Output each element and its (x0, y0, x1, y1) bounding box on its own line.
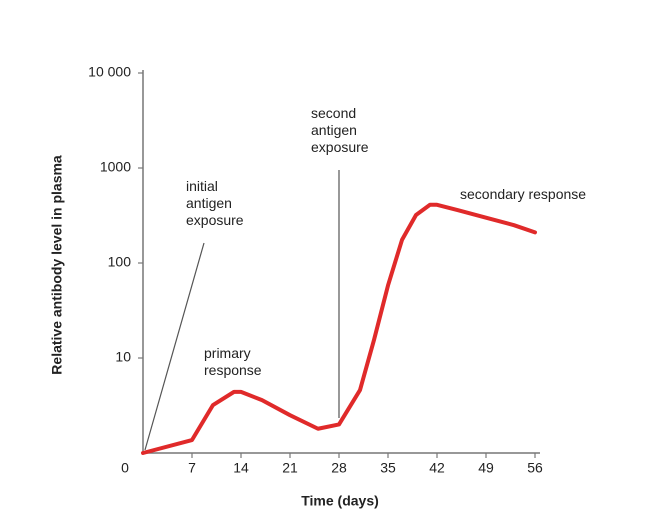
y-tick-label: 100 (108, 254, 132, 270)
y-axis-title: Relative antibody level in plasma (49, 155, 65, 375)
annotation-line: secondary response (460, 186, 586, 202)
x-tick-label: 56 (527, 460, 543, 476)
x-tick-label: 49 (478, 460, 494, 476)
annotation-line: antigen (311, 122, 357, 138)
pointer-line (144, 242, 205, 451)
data-line (141, 202, 537, 455)
y-tick-label: 10 (115, 349, 131, 365)
x-tick-label: 7 (188, 460, 196, 476)
annotation-line: exposure (311, 139, 369, 155)
annotation-line: antigen (186, 195, 232, 211)
annotation: initial antigen exposure (186, 178, 244, 228)
annotation: second antigen exposure (311, 105, 369, 155)
annotation-line: primary (204, 345, 251, 361)
annotation-line: exposure (186, 212, 244, 228)
x-tick-label: 0 (121, 460, 129, 476)
x-tick-label: 28 (331, 460, 347, 476)
annotation-line: second (311, 105, 356, 121)
x-tick-label: 35 (380, 460, 396, 476)
annotation-line: initial (186, 178, 218, 194)
annotation: primary response (204, 345, 262, 378)
x-tick-label: 21 (282, 460, 298, 476)
y-tick-label: 10 000 (88, 64, 131, 80)
x-tick-label: 14 (233, 460, 249, 476)
x-axis-title: Time (days) (301, 493, 379, 509)
y-tick-label: 1000 (100, 159, 131, 175)
x-tick-label: 42 (429, 460, 445, 476)
annotation-line: response (204, 362, 262, 378)
annotation: secondary response (460, 186, 586, 202)
